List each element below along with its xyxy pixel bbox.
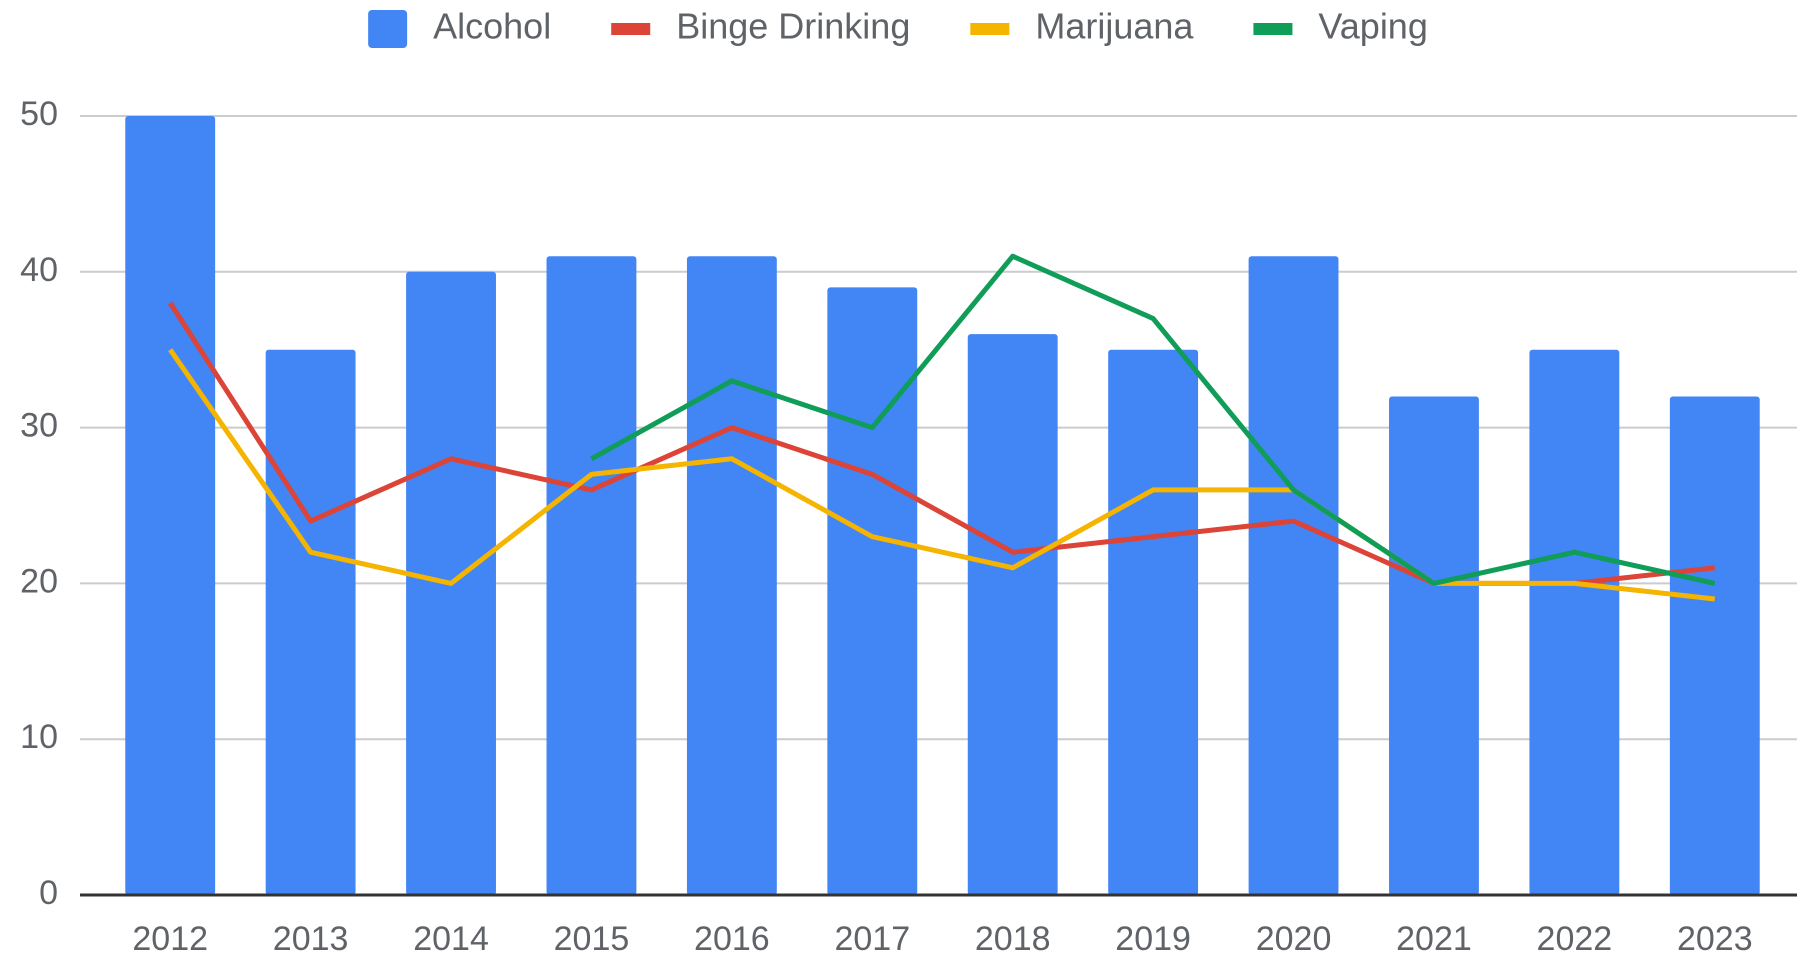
legend-label: Vaping	[1318, 6, 1427, 47]
bar	[546, 256, 637, 896]
legend-label: Alcohol	[433, 6, 551, 47]
legend-item: Marijuana	[970, 6, 1194, 47]
bar	[1529, 349, 1620, 895]
bar	[265, 349, 356, 895]
bar	[1248, 256, 1339, 896]
x-tick-label: 2023	[1677, 920, 1753, 957]
legend-item: Vaping	[1253, 6, 1428, 47]
legend-label: Marijuana	[1035, 6, 1194, 47]
x-tick-label: 2017	[834, 920, 910, 957]
legend-swatch	[368, 10, 408, 48]
x-tick-label: 2020	[1256, 920, 1332, 957]
legend-swatch	[611, 23, 651, 35]
bar	[686, 256, 777, 896]
legend-swatch	[1253, 23, 1293, 35]
line	[168, 348, 1716, 602]
bar	[967, 334, 1058, 895]
y-tick-label: 50	[20, 95, 58, 133]
y-tick-label: 20	[20, 562, 58, 600]
legend: Alcohol Binge Drinking Marijuana Vaping	[368, 6, 1428, 48]
bar	[1108, 349, 1199, 895]
legend-item: Alcohol	[368, 6, 551, 48]
y-tick-label: 0	[39, 874, 58, 912]
x-tick-label: 2021	[1396, 920, 1472, 957]
legend-item: Binge Drinking	[611, 6, 910, 47]
bar	[1389, 396, 1479, 895]
x-tick-label: 2016	[694, 920, 770, 957]
x-tick-label: 2013	[273, 920, 349, 957]
bar	[1669, 396, 1760, 895]
legend-label: Binge Drinking	[676, 6, 910, 47]
x-tick-label: 2015	[554, 920, 630, 957]
line	[590, 253, 1716, 586]
y-tick-label: 10	[20, 718, 58, 756]
bar	[827, 287, 918, 895]
x-tick-label: 2022	[1537, 920, 1613, 957]
y-tick-label: 40	[20, 251, 58, 289]
y-tick-label: 30	[20, 407, 58, 445]
x-tick-label: 2018	[975, 920, 1051, 957]
x-tick-label: 2012	[132, 920, 208, 957]
legend-swatch	[970, 23, 1010, 35]
x-tick-label: 2014	[413, 920, 489, 957]
x-tick-label: 2019	[1115, 920, 1191, 957]
bar	[125, 116, 216, 895]
